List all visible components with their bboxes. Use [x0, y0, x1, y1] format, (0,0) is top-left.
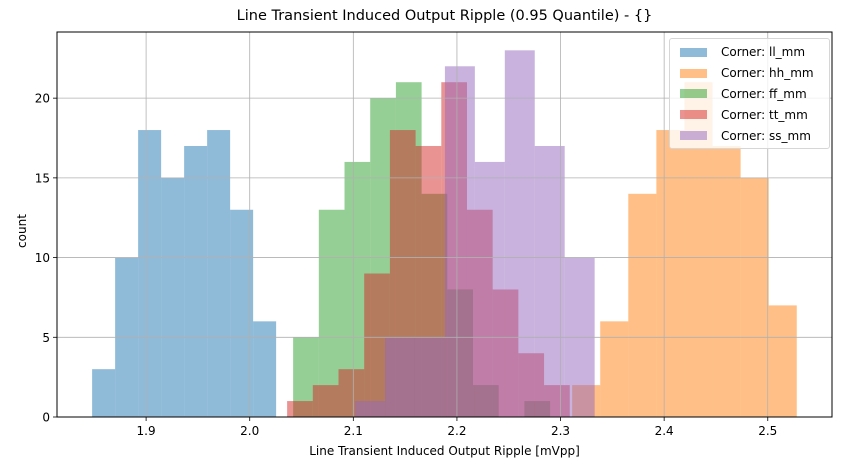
- x-tick-label: 2.2: [447, 424, 466, 438]
- y-tick-label: 10: [35, 251, 50, 265]
- histogram-bar: [628, 193, 657, 417]
- x-tick-label: 2.0: [240, 424, 259, 438]
- legend-label: Corner: hh_mm: [721, 66, 814, 81]
- histogram-bar: [444, 66, 475, 417]
- legend-swatch-tt-mm: [680, 110, 707, 120]
- histogram-bar: [740, 177, 769, 417]
- x-axis-label: Line Transient Induced Output Ripple [mV…: [309, 444, 580, 458]
- histogram-bar: [138, 130, 162, 418]
- y-tick-label: 0: [42, 411, 50, 425]
- y-tick-label: 20: [35, 92, 50, 106]
- legend-item-tt-mm: Corner: tt_mm: [680, 104, 829, 125]
- x-tick-label: 2.4: [655, 424, 674, 438]
- x-tick-label: 1.9: [137, 424, 156, 438]
- histogram-bar: [207, 130, 231, 418]
- legend-swatch-hh-mm: [680, 68, 707, 78]
- histogram-bar: [253, 321, 277, 417]
- histogram-bar: [656, 130, 685, 418]
- histogram-bar: [768, 305, 797, 417]
- histogram-bar: [230, 209, 254, 417]
- legend-item-hh-mm: Corner: hh_mm: [680, 63, 829, 84]
- histogram-bar: [287, 401, 313, 417]
- histogram-bar: [92, 369, 116, 417]
- legend-swatch-ff-mm: [680, 89, 707, 99]
- y-tick-label: 5: [42, 331, 50, 345]
- x-tick-label: 2.1: [344, 424, 363, 438]
- x-tick-label: 2.3: [551, 424, 570, 438]
- legend-item-ff-mm: Corner: ff_mm: [680, 84, 829, 105]
- chart-title: Line Transient Induced Output Ripple (0.…: [236, 8, 653, 24]
- histogram-bar: [312, 385, 339, 417]
- histogram-bar: [385, 337, 415, 417]
- x-tick-label: 2.5: [758, 424, 777, 438]
- histogram-bar: [414, 337, 445, 417]
- legend-label: Corner: ll_mm: [721, 45, 806, 60]
- histogram-bar: [534, 145, 565, 417]
- axes-frame: [56, 31, 833, 418]
- y-tick-label: 15: [35, 171, 50, 185]
- histogram-bar: [504, 50, 535, 417]
- histogram-bar: [355, 401, 386, 417]
- histogram-bar: [600, 321, 629, 417]
- legend: Corner: ll_mm Corner: hh_mm Corner: ff_m…: [669, 38, 830, 149]
- legend-label: Corner: tt_mm: [721, 107, 808, 122]
- legend-item-ss-mm: Corner: ss_mm: [680, 125, 829, 146]
- histogram-bar: [712, 145, 741, 417]
- y-axis-label: count: [15, 214, 29, 248]
- legend-swatch-ss-mm: [680, 131, 707, 141]
- histogram-bar: [184, 145, 208, 417]
- legend-label: Corner: ff_mm: [721, 86, 807, 101]
- legend-item-ll-mm: Corner: ll_mm: [680, 42, 829, 63]
- histogram-bar: [474, 161, 505, 417]
- legend-swatch-ll-mm: [680, 47, 707, 57]
- histogram-bar: [161, 177, 185, 417]
- legend-label: Corner: ss_mm: [721, 128, 811, 143]
